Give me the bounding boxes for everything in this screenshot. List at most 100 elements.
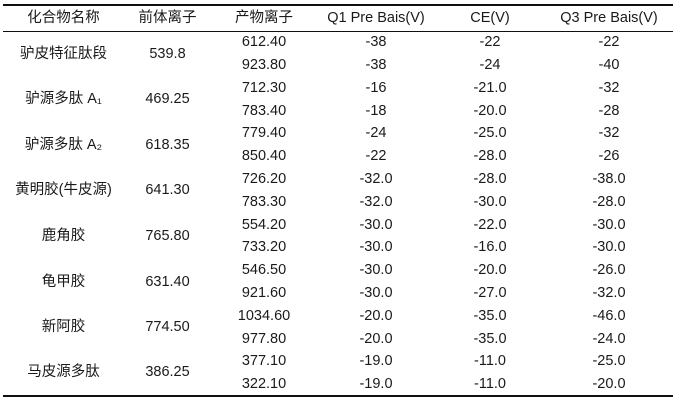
table-row: 鹿角胶 765.80 554.20 -30.0 -22.0 -30.0	[3, 213, 673, 243]
precursor-ion-cell: 539.8	[149, 45, 186, 62]
ce-cell: -11.0	[474, 375, 506, 392]
ce-cell: -11.0	[474, 353, 506, 370]
compound-name-cell: 新阿胶	[41, 319, 86, 336]
precursor-ion-cell: 469.25	[145, 91, 190, 108]
compound-name-cell: 驴源多肽 A₂	[24, 136, 103, 153]
compound-name-cell: 鹿角胶	[41, 227, 86, 244]
product-ion-cell: 546.50	[241, 262, 287, 279]
precursor-ion-cell: 765.80	[145, 227, 190, 244]
q3-pre-bias-cell: -20.0	[592, 375, 626, 392]
q1-pre-bias-cell: -16	[365, 79, 387, 96]
q1-pre-bias-cell: -30.0	[359, 239, 393, 256]
product-ion-cell: 850.40	[241, 148, 287, 165]
table-row: 黄明胶(牛皮源) 641.30 726.20 -32.0 -28.0 -38.0	[3, 168, 673, 198]
q3-pre-bias-cell: -28	[598, 102, 620, 119]
q1-pre-bias-cell: -20.0	[359, 307, 393, 324]
q1-pre-bias-cell: -30.0	[359, 284, 393, 301]
table-row: 新阿胶 774.50 1034.60 -20.0 -35.0 -46.0	[3, 305, 673, 335]
q3-pre-bias-cell: -24.0	[592, 330, 626, 347]
product-ion-cell: 726.20	[241, 170, 287, 187]
q3-pre-bias-cell: -26	[598, 148, 620, 165]
precursor-ion-cell: 386.25	[145, 364, 190, 381]
ce-cell: -21.0	[473, 79, 507, 96]
precursor-ion-cell: 774.50	[145, 319, 190, 336]
col-header-product-ion: 产物离子	[235, 10, 293, 26]
q3-pre-bias-cell: -30.0	[592, 239, 626, 256]
ce-cell: -35.0	[473, 330, 507, 347]
table-row: 783.40 -18 -20.0 -28	[3, 99, 673, 122]
q3-pre-bias-cell: -38.0	[592, 170, 626, 187]
q3-pre-bias-cell: -26.0	[592, 262, 626, 279]
table-row: 马皮源多肽 386.25 377.10 -19.0 -11.0 -25.0	[3, 350, 673, 379]
product-ion-cell: 1034.60	[237, 307, 291, 324]
table-row: 783.30 -32.0 -30.0 -28.0	[3, 191, 673, 214]
table-row: 322.10 -19.0 -11.0 -20.0	[3, 373, 673, 396]
ms-parameters-table: 化合物名称 前体离子 产物离子 Q1 Pre Bais(V) CE(V) Q3 …	[3, 4, 673, 397]
q3-pre-bias-cell: -32	[598, 79, 620, 96]
table-row: 733.20 -30.0 -16.0 -30.0	[3, 236, 673, 259]
ce-cell: -24	[479, 56, 501, 73]
q3-pre-bias-cell: -22	[598, 34, 620, 51]
compound-name-cell: 黄明胶(牛皮源)	[15, 182, 112, 199]
q3-pre-bias-cell: -40	[598, 56, 620, 73]
table-row: 龟甲胶 631.40 546.50 -30.0 -20.0 -26.0	[3, 259, 673, 289]
q3-pre-bias-cell: -32	[598, 125, 620, 142]
product-ion-cell: 712.30	[241, 79, 287, 96]
ce-cell: -28.0	[473, 148, 507, 165]
q1-pre-bias-cell: -22	[365, 148, 387, 165]
compound-name-cell: 驴皮特征肽段	[20, 45, 107, 62]
q1-pre-bias-cell: -20.0	[359, 330, 393, 347]
q3-pre-bias-cell: -25.0	[592, 353, 626, 370]
col-header-ce: CE(V)	[470, 10, 510, 26]
header-row: 化合物名称 前体离子 产物离子 Q1 Pre Bais(V) CE(V) Q3 …	[3, 5, 673, 31]
q1-pre-bias-cell: -38	[365, 34, 387, 51]
product-ion-cell: 554.20	[241, 216, 287, 233]
table-row: 850.40 -22 -28.0 -26	[3, 145, 673, 168]
ce-cell: -20.0	[473, 262, 507, 279]
ce-cell: -22.0	[473, 216, 507, 233]
ce-cell: -22	[479, 34, 501, 51]
compound-name-cell: 龟甲胶	[41, 273, 86, 290]
table-row: 977.80 -20.0 -35.0 -24.0	[3, 327, 673, 350]
product-ion-cell: 783.40	[241, 102, 287, 119]
paper-table-page: 化合物名称 前体离子 产物离子 Q1 Pre Bais(V) CE(V) Q3 …	[0, 4, 680, 403]
q1-pre-bias-cell: -30.0	[359, 262, 393, 279]
q1-pre-bias-cell: -24	[365, 125, 387, 142]
product-ion-cell: 733.20	[241, 239, 287, 256]
table-body: 驴皮特征肽段 539.8 612.40 -38 -22 -22 923.80 -38 -24 -4…	[3, 31, 673, 396]
q1-pre-bias-cell: -32.0	[359, 193, 393, 210]
ce-cell: -30.0	[473, 193, 507, 210]
ce-cell: -35.0	[473, 307, 507, 324]
table-row: 921.60 -30.0 -27.0 -32.0	[3, 282, 673, 305]
q1-pre-bias-cell: -19.0	[359, 375, 393, 392]
q3-pre-bias-cell: -46.0	[592, 307, 626, 324]
ce-cell: -16.0	[473, 239, 507, 256]
col-header-precursor-ion: 前体离子	[138, 10, 197, 26]
product-ion-cell: 977.80	[241, 330, 287, 347]
q1-pre-bias-cell: -38	[365, 56, 387, 73]
col-header-compound-name: 化合物名称	[27, 10, 100, 26]
q1-pre-bias-cell: -18	[365, 102, 387, 119]
compound-name-cell: 驴源多肽 A₁	[25, 91, 102, 108]
col-header-q3-pre-bias: Q3 Pre Bais(V)	[560, 10, 658, 26]
precursor-ion-cell: 618.35	[145, 136, 190, 153]
q1-pre-bias-cell: -19.0	[359, 353, 393, 370]
product-ion-cell: 923.80	[241, 56, 287, 73]
product-ion-cell: 612.40	[241, 34, 287, 51]
table-row: 923.80 -38 -24 -40	[3, 54, 673, 77]
table-row: 驴源多肽 A₂ 618.35 779.40 -24 -25.0 -32	[3, 122, 673, 152]
ce-cell: -25.0	[473, 125, 507, 142]
compound-name-cell: 马皮源多肽	[27, 364, 100, 381]
product-ion-cell: 783.30	[241, 193, 287, 210]
product-ion-cell: 377.10	[241, 353, 287, 370]
product-ion-cell: 921.60	[241, 284, 287, 301]
q3-pre-bias-cell: -32.0	[592, 284, 626, 301]
col-header-q1-pre-bias: Q1 Pre Bais(V)	[327, 10, 425, 26]
table-row: 驴皮特征肽段 539.8 612.40 -38 -22 -22	[3, 31, 673, 61]
q3-pre-bias-cell: -28.0	[592, 193, 626, 210]
precursor-ion-cell: 641.30	[145, 182, 190, 199]
q1-pre-bias-cell: -30.0	[359, 216, 393, 233]
table-row: 驴源多肽 A₁ 469.25 712.30 -16 -21.0 -32	[3, 77, 673, 107]
product-ion-cell: 322.10	[241, 375, 287, 392]
ce-cell: -20.0	[473, 102, 507, 119]
